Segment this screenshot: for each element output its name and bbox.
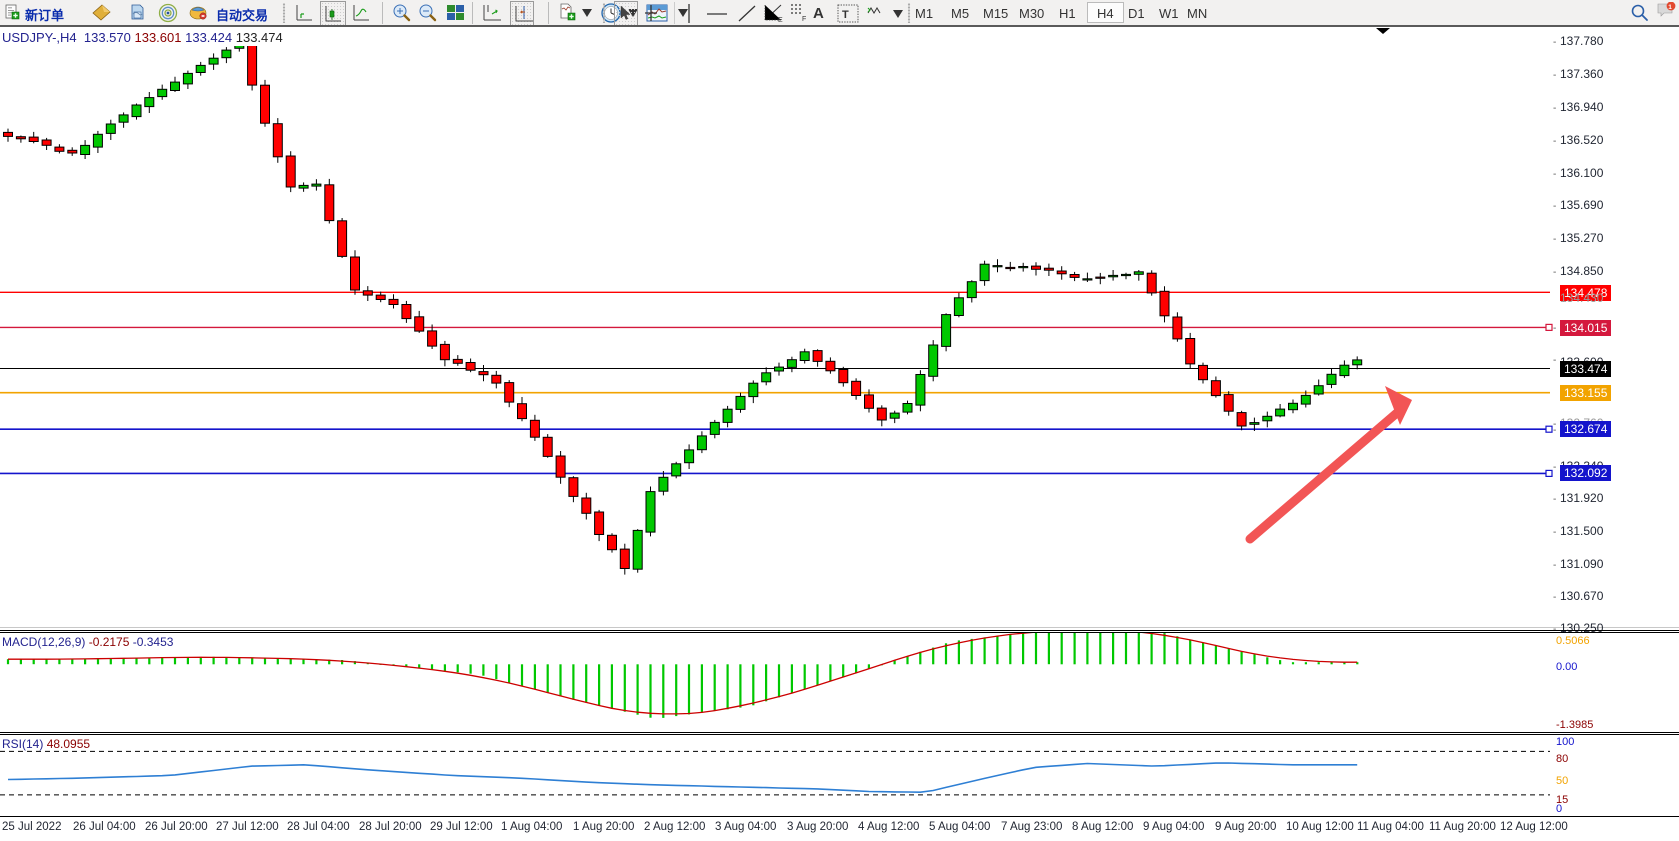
- svg-text:F: F: [802, 16, 806, 23]
- svg-text:T: T: [842, 9, 849, 21]
- svg-text:1: 1: [1668, 4, 1672, 11]
- svg-text:E: E: [778, 17, 783, 23]
